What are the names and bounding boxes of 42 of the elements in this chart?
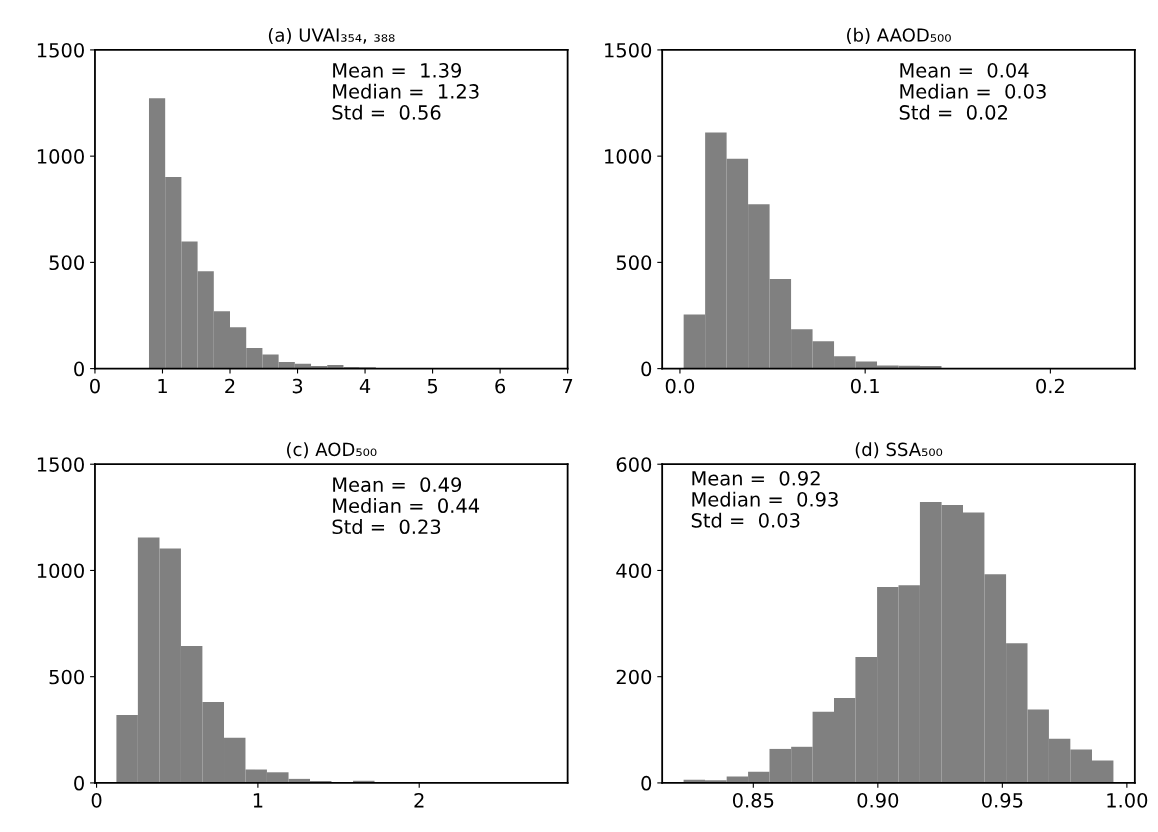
x-tick-label: 5 xyxy=(427,378,438,394)
annotation: Mean = 0.04 Median = 0.03 Std = 0.02 xyxy=(899,63,1046,120)
chart-title: (a) UVAI₃₅₄, ₃₈₈ xyxy=(268,27,395,44)
y-tick-label: 0 xyxy=(74,361,84,377)
x-tick-label: 0.0 xyxy=(665,378,695,394)
x-tick-label: 0 xyxy=(90,378,100,394)
annotation: Mean = 1.39 Median = 1.23 Std = 0.56 xyxy=(332,63,479,120)
y-tick-label: 1000 xyxy=(37,149,84,164)
y-tick-label: 500 xyxy=(49,669,84,685)
y-tick-label: 400 xyxy=(616,563,652,579)
annotation: Mean = 0.49 Median = 0.44 Std = 0.23 xyxy=(332,477,480,535)
x-tick-label: 0.2 xyxy=(1036,378,1064,394)
y-tick-label: 600 xyxy=(616,457,652,472)
x-tick-label: 1 xyxy=(158,378,167,394)
y-tick-label: 1500 xyxy=(37,457,84,472)
x-tick-label: 1 xyxy=(253,793,263,808)
x-tick-label: 0.1 xyxy=(850,378,879,394)
chart-title: (c) AOD₅₀₀ xyxy=(287,442,377,459)
y-tick-label: 0 xyxy=(641,361,652,377)
y-tick-label: 500 xyxy=(616,255,652,271)
x-tick-label: 6 xyxy=(495,378,506,394)
x-tick-label: 2 xyxy=(225,378,235,394)
chart-title: (b) AAOD₅₀₀ xyxy=(847,27,951,44)
x-tick-label: 1.00 xyxy=(1107,792,1148,808)
y-tick-label: 200 xyxy=(616,669,652,685)
x-tick-label: 0.90 xyxy=(857,792,899,808)
y-tick-label: 1500 xyxy=(605,42,652,58)
x-tick-label: 4 xyxy=(359,378,371,394)
x-tick-label: 3 xyxy=(292,378,303,394)
x-tick-label: 0 xyxy=(91,792,102,808)
x-tick-label: 0.95 xyxy=(981,792,1023,808)
annotation: Mean = 0.92 Median = 0.93 Std = 0.03 xyxy=(691,470,838,528)
y-tick-label: 0 xyxy=(641,775,652,791)
chart-title: (d) SSA₅₀₀ xyxy=(855,442,943,459)
y-tick-label: 1000 xyxy=(37,563,84,579)
x-tick-label: 7 xyxy=(563,378,573,394)
y-tick-label: 500 xyxy=(49,255,84,271)
x-tick-label: 0.85 xyxy=(732,792,774,808)
x-tick-label: 2 xyxy=(414,792,424,808)
y-tick-label: 0 xyxy=(74,775,84,791)
y-tick-label: 1500 xyxy=(37,42,84,58)
y-tick-label: 1000 xyxy=(605,149,652,164)
